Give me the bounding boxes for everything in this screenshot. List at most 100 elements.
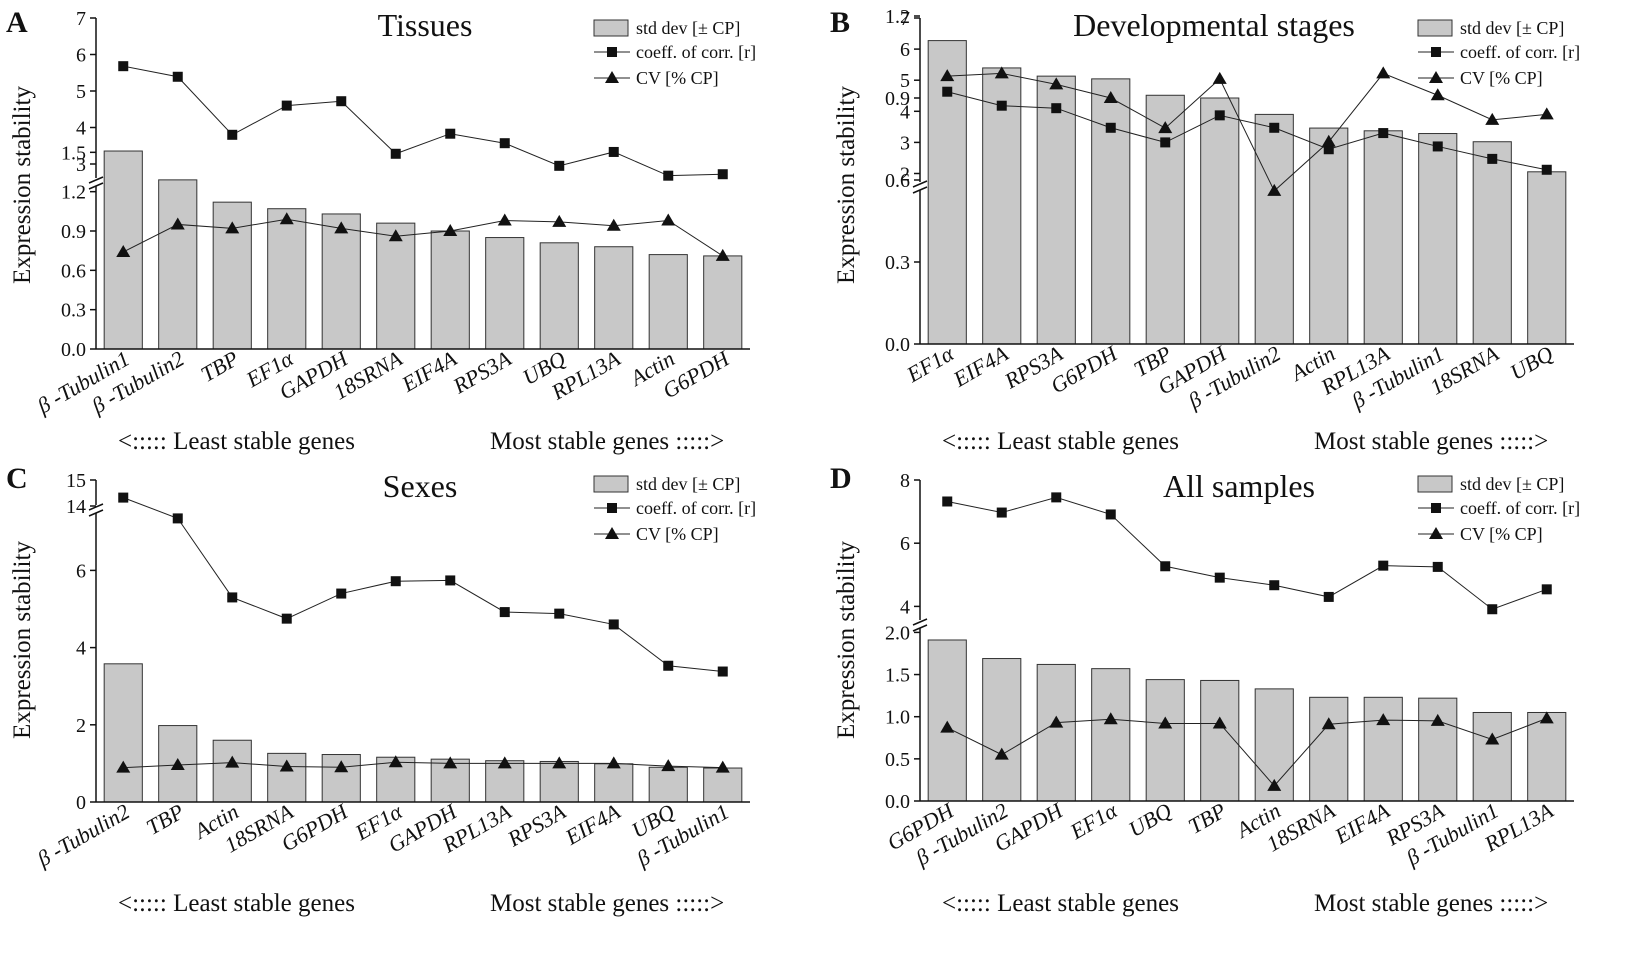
marker-coeff-corr bbox=[1378, 560, 1389, 571]
bar-std-dev bbox=[1472, 711, 1512, 802]
marker-coeff-corr bbox=[1160, 137, 1171, 148]
line-cv bbox=[123, 218, 724, 257]
bar-std-dev bbox=[1145, 679, 1185, 802]
marker-cv bbox=[1321, 134, 1336, 147]
y-tick-label: 1.5 bbox=[885, 665, 910, 687]
legend-label-std-dev: std dev [± CP] bbox=[1460, 18, 1564, 38]
y-tick-label: 6 bbox=[76, 45, 86, 67]
marker-cv bbox=[1212, 71, 1227, 84]
legend-marker-coeff bbox=[607, 47, 617, 57]
bar-std-dev bbox=[927, 40, 967, 345]
marker-coeff-corr bbox=[281, 100, 292, 111]
y-tick-label: 2 bbox=[76, 715, 86, 737]
marker-coeff-corr bbox=[390, 148, 401, 159]
y-tick-label: 4 bbox=[76, 638, 86, 660]
marker-cv bbox=[1539, 711, 1554, 724]
marker-cv bbox=[116, 244, 131, 257]
bar-std-dev bbox=[927, 639, 967, 802]
y-tick-label: 7 bbox=[76, 8, 86, 30]
x-tick-label: EIF4A bbox=[560, 798, 625, 850]
marker-cv bbox=[1267, 778, 1282, 791]
y-tick-label: 0.0 bbox=[885, 334, 910, 356]
y-tick-label: 0.6 bbox=[885, 170, 910, 192]
marker-coeff-corr bbox=[390, 576, 401, 587]
marker-coeff-corr bbox=[1541, 164, 1552, 175]
x-tick-label: EIF4A bbox=[1330, 797, 1395, 849]
bar-std-dev bbox=[1363, 696, 1403, 802]
bar-std-dev bbox=[1527, 711, 1567, 802]
x-tick-label: EF1α bbox=[1065, 797, 1122, 844]
marker-cv bbox=[497, 213, 512, 226]
x-tick-label: EF1α bbox=[902, 340, 959, 387]
bar-std-dev bbox=[982, 658, 1022, 802]
marker-cv bbox=[1430, 713, 1445, 726]
y-tick-label: 14 bbox=[66, 496, 86, 518]
legend-marker-cv bbox=[1429, 71, 1443, 83]
marker-cv bbox=[1158, 121, 1173, 134]
marker-cv bbox=[1158, 716, 1173, 729]
marker-cv bbox=[1321, 717, 1336, 730]
bar-std-dev bbox=[430, 230, 470, 350]
marker-cv bbox=[388, 755, 403, 768]
axis-break-mark bbox=[88, 176, 104, 184]
y-tick-label: 0.9 bbox=[61, 221, 86, 243]
y-tick-label: 5 bbox=[76, 81, 86, 103]
marker-cv bbox=[279, 759, 294, 772]
y-tick-label: 4 bbox=[900, 596, 910, 618]
bar-std-dev bbox=[648, 766, 688, 803]
marker-cv bbox=[1376, 713, 1391, 726]
bar-std-dev bbox=[1145, 94, 1185, 345]
y-tick-label: 0.9 bbox=[885, 88, 910, 110]
marker-coeff-corr bbox=[942, 86, 953, 97]
bar-std-dev bbox=[1254, 113, 1294, 345]
x-tick-label: TBP bbox=[142, 799, 188, 840]
legend-swatch-std-dev bbox=[593, 19, 629, 37]
legend-label-std-dev: std dev [± CP] bbox=[1460, 474, 1564, 494]
marker-coeff-corr bbox=[1269, 122, 1280, 133]
legend-label-coeff: coeff. of corr. [r] bbox=[1460, 42, 1580, 62]
marker-coeff-corr bbox=[1378, 128, 1389, 139]
marker-cv bbox=[661, 759, 676, 772]
legend-label-coeff: coeff. of corr. [r] bbox=[636, 498, 756, 518]
marker-cv bbox=[1049, 715, 1064, 728]
panel-letter: B bbox=[830, 6, 850, 39]
x-tick-label: UBQ bbox=[1506, 341, 1558, 385]
marker-coeff-corr bbox=[118, 492, 129, 503]
marker-coeff-corr bbox=[172, 513, 183, 524]
y-tick-label: 3 bbox=[900, 132, 910, 154]
marker-cv bbox=[1103, 712, 1118, 725]
bar-std-dev bbox=[485, 237, 525, 350]
x-tick-label: TBP bbox=[196, 346, 242, 387]
marker-cv bbox=[1430, 88, 1445, 101]
marker-coeff-corr bbox=[281, 613, 292, 624]
marker-coeff-corr bbox=[554, 608, 565, 619]
bar-std-dev bbox=[1309, 696, 1349, 802]
marker-coeff-corr bbox=[118, 61, 129, 72]
marker-coeff-corr bbox=[663, 170, 674, 181]
bar-std-dev bbox=[267, 208, 307, 350]
x-tick-label: EIF4A bbox=[397, 345, 462, 397]
marker-cv bbox=[1049, 77, 1064, 90]
y-tick-label: 0.5 bbox=[885, 749, 910, 771]
marker-coeff-corr bbox=[1541, 584, 1552, 595]
marker-cv bbox=[497, 756, 512, 769]
legend-label-cv: CV [% CP] bbox=[1460, 524, 1543, 544]
marker-coeff-corr bbox=[554, 160, 565, 171]
marker-coeff-corr bbox=[1323, 591, 1334, 602]
bar-std-dev bbox=[158, 179, 198, 350]
most-stable-note: Most stable genes :::::> bbox=[1314, 890, 1548, 917]
axis-break-mark bbox=[88, 503, 104, 511]
marker-cv bbox=[606, 756, 621, 769]
y-tick-label: 1.2 bbox=[885, 6, 910, 28]
bar-std-dev bbox=[1200, 97, 1240, 345]
y-tick-label: 0.0 bbox=[885, 791, 910, 813]
legend-label-coeff: coeff. of corr. [r] bbox=[1460, 498, 1580, 518]
least-stable-note: <::::: Least stable genes bbox=[942, 428, 1179, 455]
bar-std-dev bbox=[1091, 78, 1131, 345]
marker-coeff-corr bbox=[1323, 144, 1334, 155]
marker-coeff-corr bbox=[996, 507, 1007, 518]
legend-marker-coeff bbox=[607, 503, 617, 513]
marker-cv bbox=[994, 66, 1009, 79]
marker-cv bbox=[225, 221, 240, 234]
